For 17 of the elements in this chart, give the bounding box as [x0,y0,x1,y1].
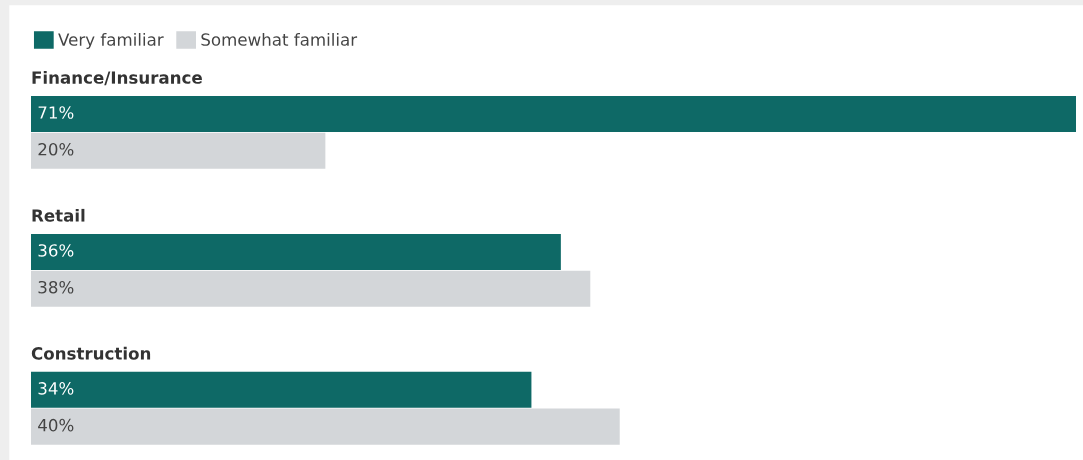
bar [31,233,561,270]
data-label: 34% [38,382,74,395]
bar [31,132,326,169]
data-label: 38% [38,280,74,294]
legend-label: Somewhat familiar [201,32,358,46]
bar [31,371,532,408]
y-tick-label: Finance/Insurance [32,70,202,86]
data-label: 71% [38,106,74,119]
bar [31,270,591,307]
data-label: 40% [38,418,74,432]
y-tick-label: Construction [31,346,151,360]
y-tick-label: Retail [32,208,85,222]
data-label: 36% [38,244,74,257]
bar [31,95,1076,132]
bar [31,408,620,445]
legend-label: Very familiar [58,32,164,50]
data-label: 20% [38,142,74,156]
